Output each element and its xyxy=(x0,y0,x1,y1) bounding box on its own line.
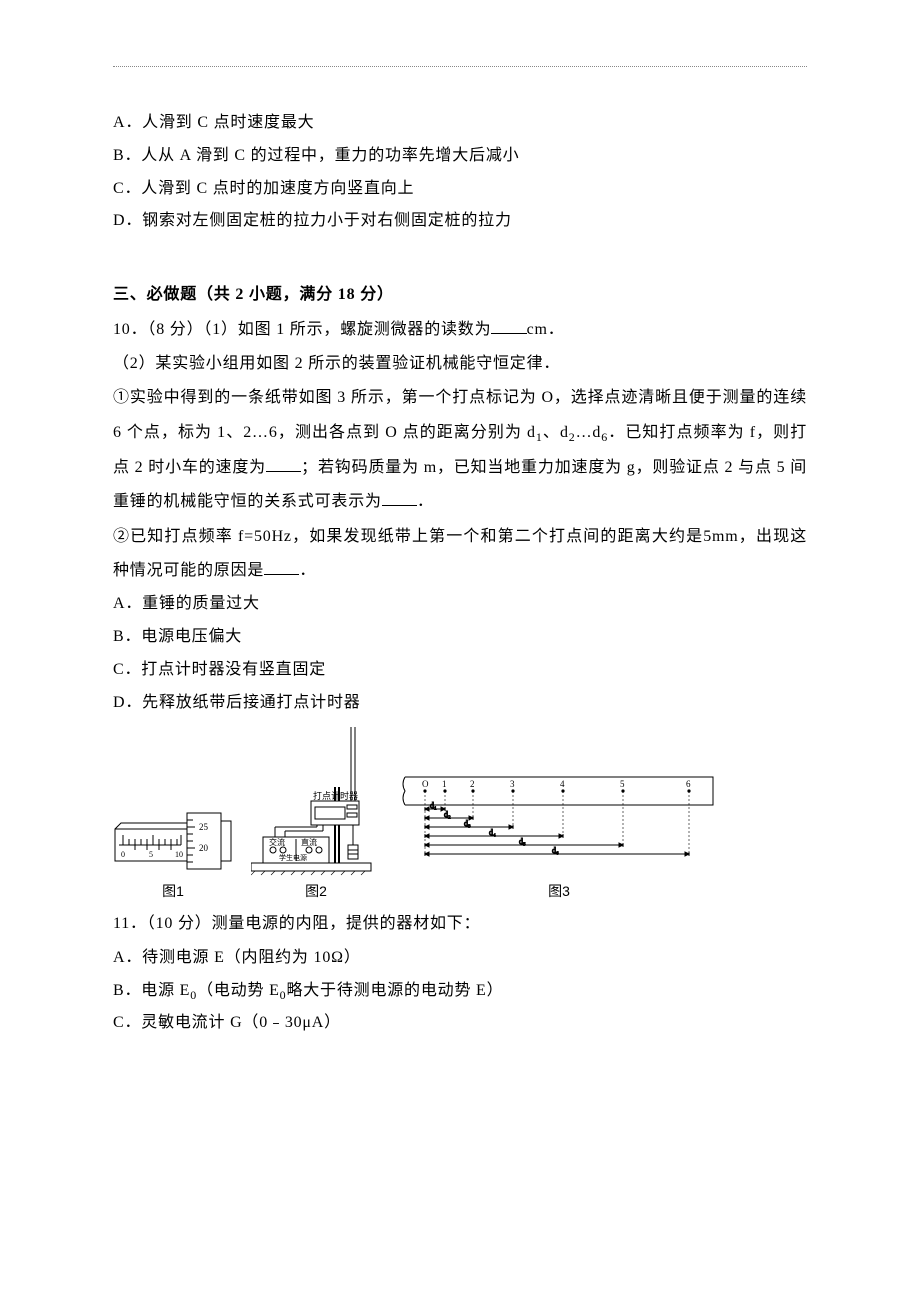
spacer xyxy=(113,238,807,258)
svg-text:d₆: d₆ xyxy=(552,846,559,855)
svg-text:1: 1 xyxy=(442,779,447,789)
q10-line-1: 10．（8 分）（1）如图 1 所示，螺旋测微器的读数为 cm． xyxy=(113,313,807,347)
text: B．电源 E xyxy=(113,982,190,999)
q9-option-a: A．人滑到 C 点时速度最大 xyxy=(113,107,807,140)
scale-0: 0 xyxy=(121,850,125,859)
tape-svg: O 1 2 3 4 5 6 d₁ d₂ d₃ d₄ d₅ d₆ xyxy=(399,767,719,877)
svg-text:d₃: d₃ xyxy=(464,819,471,828)
section-3-heading: 三、必做题（共 2 小题，满分 18 分） xyxy=(113,278,807,312)
q11-item-a: A．待测电源 E（内阻约为 10Ω） xyxy=(113,942,807,975)
q10-para2: ②已知打点频率 f=50Hz，如果发现纸带上第一个和第二个打点间的距离大约是5m… xyxy=(113,520,807,589)
fig2-label: 图2 xyxy=(305,881,327,901)
svg-text:d₁: d₁ xyxy=(430,801,437,810)
svg-text:d₅: d₅ xyxy=(519,837,526,846)
q10-lead-b: cm． xyxy=(527,321,565,338)
svg-text:d₂: d₂ xyxy=(444,810,451,819)
page: A．人滑到 C 点时速度最大 B．人从 A 滑到 C 的过程中，重力的功率先增大… xyxy=(0,0,920,1302)
text: ． xyxy=(299,562,316,579)
sub: 2 xyxy=(569,430,576,444)
blank xyxy=(382,491,417,506)
psu-ac: 交流 xyxy=(269,837,285,847)
svg-text:6: 6 xyxy=(686,779,691,789)
figure-3: O 1 2 3 4 5 6 d₁ d₂ d₃ d₄ d₅ d₆ 图3 xyxy=(399,767,719,901)
q10-option-b: B．电源电压偏大 xyxy=(113,621,807,654)
q11-item-b: B．电源 E0（电动势 E0略大于待测电源的电动势 E） xyxy=(113,975,807,1008)
blank xyxy=(491,318,526,333)
q10-option-d: D．先释放纸带后接通打点计时器 xyxy=(113,687,807,720)
figure-row: 0 5 10 25 20 图1 xyxy=(113,727,807,901)
psu-dc: 直流 xyxy=(301,837,317,847)
text: 、d xyxy=(543,424,569,441)
micrometer-svg: 0 5 10 25 20 xyxy=(113,787,233,877)
q10-option-a: A．重锤的质量过大 xyxy=(113,588,807,621)
text: ． xyxy=(417,493,434,510)
svg-text:d₄: d₄ xyxy=(489,828,496,837)
scale-5: 5 xyxy=(149,850,153,859)
svg-text:5: 5 xyxy=(620,779,625,789)
svg-text:O: O xyxy=(422,779,429,789)
q9-option-b: B．人从 A 滑到 C 的过程中，重力的功率先增大后减小 xyxy=(113,140,807,173)
q9-option-c: C．人滑到 C 点时的加速度方向竖直向上 xyxy=(113,173,807,206)
q11-lead: 11．（10 分）测量电源的内阻，提供的器材如下： xyxy=(113,907,807,941)
fig1-label: 图1 xyxy=(162,881,184,901)
q10-sub2: （2）某实验小组用如图 2 所示的装置验证机械能守恒定律． xyxy=(113,347,807,381)
svg-text:3: 3 xyxy=(510,779,515,789)
text: …d xyxy=(576,424,602,441)
fig3-label: 图3 xyxy=(548,881,570,901)
blank xyxy=(264,560,299,575)
q11-item-c: C．灵敏电流计 G（0﹣30μA） xyxy=(113,1007,807,1040)
text: 略大于待测电源的电动势 E） xyxy=(286,982,503,999)
q10-lead-a: 10．（8 分）（1）如图 1 所示，螺旋测微器的读数为 xyxy=(113,321,491,338)
sub: 6 xyxy=(601,430,608,444)
svg-text:4: 4 xyxy=(560,779,565,789)
barrel-25: 25 xyxy=(199,822,209,832)
figure-1: 0 5 10 25 20 图1 xyxy=(113,787,233,901)
text: ②已知打点频率 f=50Hz，如果发现纸带上第一个和第二个打点间的距离大约是5m… xyxy=(113,528,807,579)
psu-label: 学生电源 xyxy=(279,853,307,862)
header-divider xyxy=(113,66,807,67)
q9-option-d: D．钢索对左侧固定桩的拉力小于对右侧固定桩的拉力 xyxy=(113,205,807,238)
blank xyxy=(266,456,301,471)
apparatus-svg: 交流 直流 学生电源 打点计时器 xyxy=(251,727,381,877)
barrel-20: 20 xyxy=(199,843,209,853)
scale-10: 10 xyxy=(175,850,183,859)
q10-option-c: C．打点计时器没有竖直固定 xyxy=(113,654,807,687)
figure-2: 交流 直流 学生电源 打点计时器 xyxy=(251,727,381,901)
spacer xyxy=(113,258,807,278)
text: （电动势 E xyxy=(197,982,280,999)
sub: 1 xyxy=(536,430,543,444)
q10-para1: ①实验中得到的一条纸带如图 3 所示，第一个打点标记为 O，选择点迹清晰且便于测… xyxy=(113,381,807,519)
svg-text:2: 2 xyxy=(470,779,475,789)
